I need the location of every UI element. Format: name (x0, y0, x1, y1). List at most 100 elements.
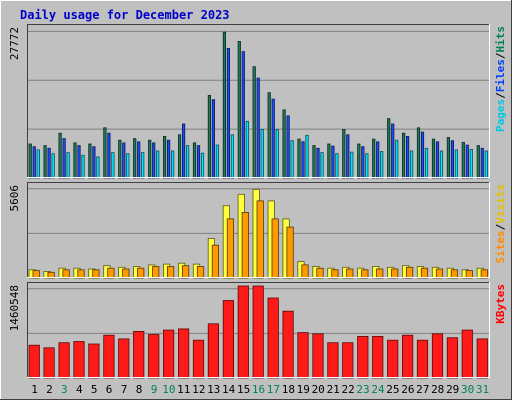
x-tick-label-29: 29 (446, 383, 459, 396)
bar-visits-sites-day-16: Sites 16: 4700 (256, 200, 264, 279)
bar-hits-pages-day-7: Pages 7: 4500 (126, 153, 130, 179)
legend-entry: Visits (494, 184, 507, 224)
bar-kbytes-kbytes-day-11: KBytes 11: 780000 (177, 328, 190, 379)
bar-hits-pages-day-14: Pages 14: 8000 (230, 134, 234, 179)
bar-hits-hits-day-21: Hits 21: 6300 (327, 143, 331, 179)
x-tick-label-20: 20 (312, 383, 325, 396)
bar-kbytes-kbytes-day-4: KBytes 4: 580000 (73, 341, 85, 379)
bar-hits-files-day-9: Files 9: 6500 (152, 142, 156, 179)
bar-hits-files-day-18: Files 18: 11500 (286, 115, 290, 179)
bar-hits-hits-day-13: Hits 13: 15300 (207, 95, 211, 179)
bar-hits-hits-day-30: Hits 30: 6600 (461, 141, 465, 179)
x-tick-label-12: 12 (192, 383, 205, 396)
bar-kbytes-kbytes-day-28: KBytes 28: 700000 (431, 333, 444, 379)
bar-hits-pages-day-3: Pages 3: 4700 (66, 152, 70, 179)
bar-kbytes-kbytes-day-23: KBytes 23: 660000 (357, 335, 369, 379)
bar-hits-files-day-10: Files 10: 7000 (166, 139, 171, 179)
bar-kbytes-kbytes-day-29: KBytes 29: 640000 (446, 337, 459, 379)
x-tick-label-25: 25 (386, 383, 399, 396)
bar-hits-hits-day-29: Hits 29: 7500 (446, 137, 451, 179)
bar-visits-sites-day-5: Sites 5: 500 (92, 269, 100, 279)
bar-hits-files-day-4: Files 4: 6000 (77, 145, 81, 179)
bar-visits-sites-day-19: Sites 19: 800 (301, 264, 309, 279)
bar-hits-hits-day-31: Hits 31: 6000 (476, 145, 480, 179)
chart-title: Daily usage for December 2023 (20, 8, 230, 22)
bar-hits-hits-day-15: Hits 15: 25300 (237, 41, 241, 179)
bar-hits-files-day-6: Files 6: 8300 (107, 132, 111, 179)
bar-hits-pages-day-16: Pages 16: 9000 (260, 128, 264, 179)
bar-hits-pages-day-22: Pages 22: 4800 (350, 151, 354, 179)
bar-hits-pages-day-30: Pages 30: 5300 (469, 148, 473, 179)
bar-hits-files-day-8: Files 8: 6700 (137, 141, 141, 179)
bar-visits-sites-day-23: Sites 23: 500 (361, 269, 369, 279)
bar-hits-files-day-5: Files 5: 5800 (92, 146, 96, 179)
bar-hits-files-day-24: Files 24: 6700 (376, 141, 380, 179)
x-tick-label-11: 11 (177, 383, 190, 396)
x-tick-label-18: 18 (282, 383, 295, 396)
bar-visits-sites-day-27: Sites 27: 600 (420, 267, 429, 279)
bar-hits-files-day-11: Files 11: 10000 (181, 123, 186, 179)
bar-visits-sites-day-14: Sites 14: 3600 (226, 218, 234, 279)
bar-hits-pages-day-4: Pages 4: 4200 (81, 154, 85, 179)
bar-hits-pages-day-28: Pages 28: 5000 (439, 150, 444, 179)
bar-hits-pages-day-1: Pages 1: 5200 (36, 149, 40, 179)
x-tick-labels: 1 2 3 4 5 6 7 8 9 10 11 12 13 14 15 16 17 18 19 20 21 22 23 24 2… (31, 383, 489, 396)
bar-kbytes-kbytes-day-26: KBytes 26: 680000 (401, 334, 414, 379)
bar-kbytes-kbytes-day-15: KBytes 15: 1460548 (237, 285, 249, 379)
panel-visits-max-label: 5606 (8, 185, 21, 212)
bar-hits-hits-day-10: Hits 10: 7700 (162, 135, 167, 179)
x-tick-label-2: 2 (46, 383, 53, 396)
bar-visits-sites-day-17: Sites 17: 3600 (271, 218, 279, 279)
legend-entry: / (494, 52, 507, 59)
legend-entry: Pages (494, 99, 507, 132)
x-tick-label-23: 23 (356, 383, 369, 396)
bar-hits-hits-day-14: Hits 14: 27000 (222, 31, 226, 179)
x-tick-label-14: 14 (222, 383, 236, 396)
bar-hits-pages-day-12: Pages 12: 4600 (200, 152, 205, 179)
bar-hits-hits-day-16: Hits 16: 20600 (252, 66, 256, 179)
x-tick-label-7: 7 (121, 383, 128, 396)
bar-hits-files-day-16: Files 16: 18500 (256, 77, 260, 179)
bar-kbytes-kbytes-day-17: KBytes 17: 1270000 (267, 297, 279, 379)
panel-visits-legend: Sites/Visits (494, 184, 507, 264)
bar-kbytes-kbytes-day-2: KBytes 2: 480000 (43, 347, 55, 379)
x-tick-label-21: 21 (327, 383, 340, 396)
bar-hits-hits-day-3: Hits 3: 8300 (58, 132, 62, 179)
bar-hits-hits-day-25: Hits 25: 11000 (387, 118, 391, 179)
bar-hits-files-day-29: Files 29: 6900 (450, 140, 455, 179)
bar-visits-sites-day-9: Sites 9: 700 (152, 266, 160, 279)
bar-kbytes-kbytes-day-20: KBytes 20: 700000 (312, 333, 324, 379)
bar-hits-hits-day-12: Hits 12: 6500 (192, 142, 197, 179)
bar-visits-sites-day-25: Sites 25: 550 (391, 268, 399, 279)
x-tick-label-8: 8 (136, 383, 143, 396)
bar-visits-sites-day-12: Sites 12: 700 (196, 266, 205, 279)
x-tick-label-3: 3 (61, 383, 68, 396)
bar-kbytes-kbytes-day-8: KBytes 8: 740000 (133, 330, 145, 379)
bar-hits-files-day-25: Files 25: 10000 (391, 123, 395, 179)
bar-visits-sites-day-26: Sites 26: 650 (405, 266, 414, 279)
bar-hits-files-day-26: Files 26: 7700 (405, 135, 410, 179)
bar-kbytes-kbytes-day-30: KBytes 30: 760000 (461, 329, 473, 379)
bar-hits-pages-day-26: Pages 26: 5000 (409, 150, 414, 179)
bar-hits-pages-day-20: Pages 20: 4700 (320, 152, 324, 179)
bar-hits-pages-day-15: Pages 15: 10500 (245, 120, 249, 179)
bar-visits-sites-day-13: Sites 13: 2000 (211, 244, 219, 279)
x-tick-label-15: 15 (237, 383, 250, 396)
bar-visits-sites-day-24: Sites 24: 550 (376, 268, 384, 279)
bar-visits-sites-day-22: Sites 22: 550 (346, 268, 354, 279)
bar-hits-hits-day-5: Hits 5: 6300 (88, 143, 92, 179)
bar-kbytes-kbytes-day-1: KBytes 1: 520000 (28, 344, 40, 379)
x-tick-label-1: 1 (31, 383, 38, 396)
bar-visits-sites-day-30: Sites 30: 450 (465, 270, 473, 279)
x-tick-label-26: 26 (401, 383, 414, 396)
bar-hits-pages-day-2: Pages 2: 4500 (51, 153, 55, 179)
bar-hits-files-day-28: Files 28: 6700 (435, 141, 440, 179)
bar-hits-pages-day-17: Pages 17: 9000 (275, 128, 279, 179)
bar-hits-hits-day-17: Hits 17: 15800 (267, 92, 271, 179)
x-tick-label-22: 22 (341, 383, 354, 396)
bar-visits-sites-day-6: Sites 6: 600 (107, 267, 115, 279)
legend-entry: / (494, 223, 507, 230)
x-tick-label-5: 5 (91, 383, 98, 396)
x-tick-label-6: 6 (106, 383, 113, 396)
